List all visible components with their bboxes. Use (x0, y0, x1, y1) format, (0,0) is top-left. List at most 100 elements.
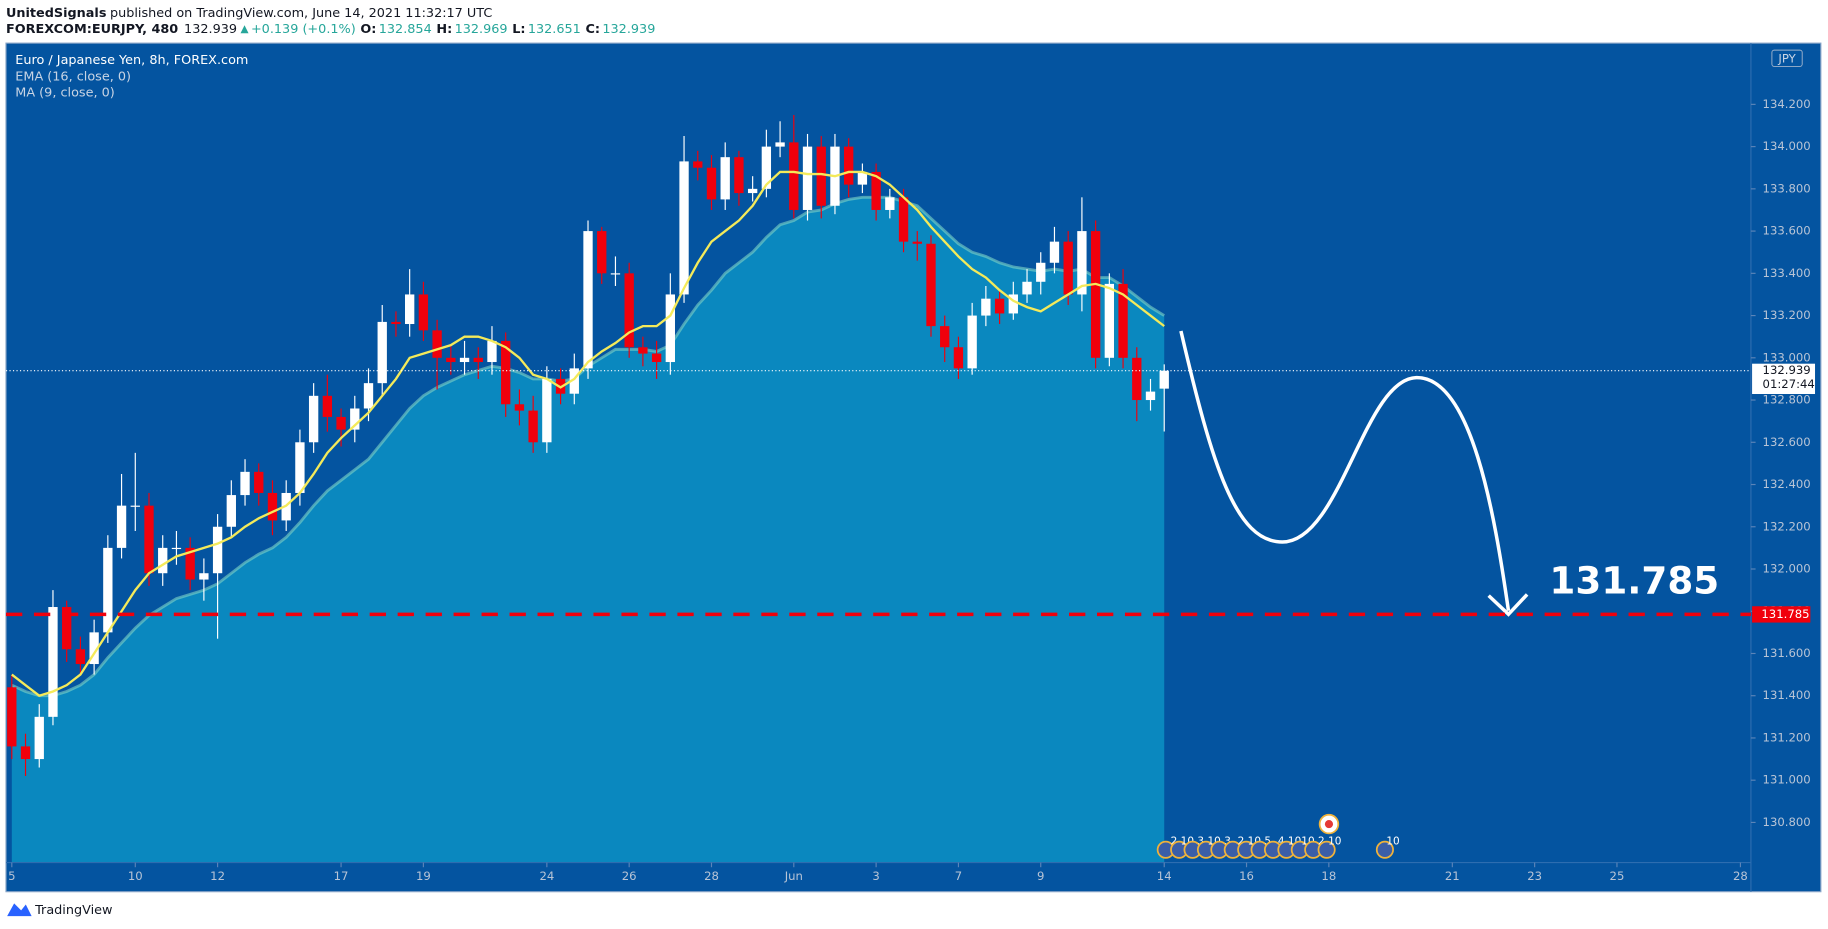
candle-body (391, 321, 401, 325)
candle-body (459, 357, 470, 363)
candle-body (130, 505, 140, 507)
last-price-box (1752, 363, 1816, 395)
y-tick-label: 133.800 (1763, 181, 1811, 195)
event-count: 2 (1238, 836, 1245, 848)
ma-line (11, 170, 1165, 698)
candle-body (1063, 241, 1073, 295)
x-tick-label: 19 (416, 869, 431, 883)
candle-body (446, 357, 456, 363)
x-tick-label: 25 (1610, 869, 1625, 883)
y-tick-label: 133.000 (1763, 350, 1811, 364)
y-tick-label: 131.600 (1763, 646, 1811, 660)
y-tick-label: 131.400 (1763, 688, 1811, 702)
last: 132.939 (184, 22, 237, 37)
candle-body (501, 340, 511, 405)
candle-body (802, 146, 813, 210)
candle-body (171, 547, 182, 550)
candle-body (912, 241, 922, 244)
x-tick-label: 7 (955, 869, 962, 883)
candle-body (569, 368, 579, 394)
candle-body (350, 408, 360, 430)
candle-body (926, 243, 936, 327)
candle-body (7, 687, 17, 747)
arrow: ▲ (241, 23, 250, 35)
y-tick-label: 133.200 (1763, 308, 1811, 322)
event-icon (1317, 840, 1336, 859)
y-tick-label: 131.200 (1763, 730, 1811, 744)
candle-body (377, 321, 387, 384)
y-tick-label: 134.200 (1763, 97, 1811, 111)
candle-body (1077, 231, 1087, 295)
candle-body (651, 353, 662, 363)
candle-body (1036, 262, 1046, 282)
candle-body (514, 404, 525, 411)
candle-body (816, 146, 826, 206)
event-flag-dot (1324, 820, 1334, 829)
target-box (1752, 606, 1811, 623)
candle-body (885, 197, 895, 210)
symbol: FOREXCOM:EURJPY, 480 (6, 22, 178, 37)
header-line-1: UnitedSignals published on TradingView.co… (6, 5, 492, 20)
candle-body (597, 231, 607, 274)
candle-body (48, 607, 58, 717)
candle-body (1090, 231, 1101, 358)
candle-body (542, 378, 552, 443)
candle-body (528, 410, 538, 443)
candle-body (1132, 357, 1142, 401)
currency: JPY (1777, 51, 1796, 65)
plot (7, 114, 1169, 863)
x-tick-label: 10 (128, 869, 143, 883)
x-tick-label: 12 (210, 869, 225, 883)
x-tick-label: 9 (1037, 869, 1044, 883)
event-count: 3 (1224, 836, 1231, 848)
candle-body (295, 442, 305, 493)
l-label: L: (512, 22, 525, 37)
candle-body (898, 197, 909, 242)
candle-body (405, 294, 415, 325)
x-tick-label: 17 (334, 869, 349, 883)
target-text: 131.785 (1549, 558, 1719, 602)
forecast-path (1179, 330, 1511, 612)
candle-body (1104, 283, 1115, 358)
candle-body (761, 146, 772, 189)
author: UnitedSignals (6, 5, 107, 20)
c-label: C: (586, 22, 601, 37)
event-count: 2 (1318, 836, 1325, 848)
candle-body (857, 171, 868, 185)
candle-body (62, 607, 72, 650)
candle-body (1145, 391, 1156, 401)
x-tick-label: 18 (1321, 869, 1336, 883)
last-price-label: 132.939 (1763, 363, 1811, 377)
y-tick-label: 134.000 (1763, 139, 1811, 153)
candle-body (693, 161, 703, 168)
candle-body (844, 146, 854, 185)
x-tick-label: 24 (539, 869, 554, 883)
forecast-arrowhead (1487, 593, 1529, 617)
candle-body (1159, 370, 1169, 389)
candle-body (1008, 294, 1018, 314)
candle-body (871, 171, 881, 210)
y-tick-label: 132.800 (1763, 393, 1811, 407)
x-tick-label: 28 (704, 869, 719, 883)
x-tick-label: 23 (1527, 869, 1542, 883)
candle-body (1022, 281, 1032, 295)
y-tick-label: 132.400 (1763, 477, 1811, 491)
candle-body (185, 547, 195, 580)
currency-box (1771, 49, 1803, 67)
x-tick-label: 16 (1239, 869, 1254, 883)
x-tick-label: 14 (1157, 869, 1172, 883)
y-tick-label: 130.800 (1763, 815, 1811, 829)
candle-body (720, 157, 730, 200)
candle-body (473, 357, 483, 363)
l-value: 132.651 (528, 22, 581, 37)
o-label: O: (360, 22, 376, 37)
candle-body (254, 471, 264, 493)
h-value: 132.969 (455, 22, 508, 37)
event-count: 10 (1328, 836, 1341, 848)
candle-body (226, 495, 236, 527)
candle-body (158, 547, 168, 574)
candle-body (322, 395, 333, 417)
candle-body (308, 395, 319, 443)
